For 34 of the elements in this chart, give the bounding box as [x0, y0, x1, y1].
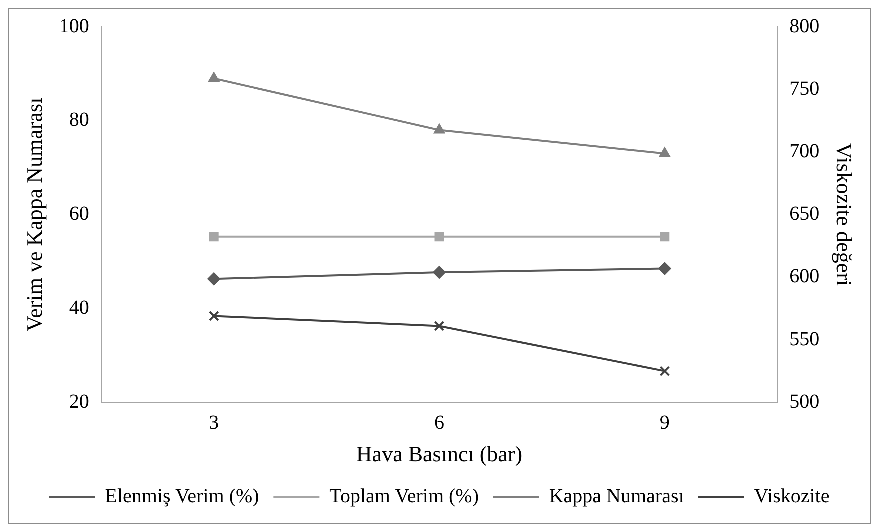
legend-label: Toplam Verim (%)	[330, 485, 479, 508]
y2-tick-label: 700	[790, 140, 820, 162]
y2-tick-label: 550	[790, 328, 820, 350]
y-tick-label: 80	[69, 109, 90, 132]
point	[658, 262, 672, 276]
point	[660, 366, 670, 377]
y2-tick-label: 800	[790, 15, 820, 38]
legend-label: Kappa Numarası	[549, 485, 685, 508]
point	[208, 72, 220, 82]
y-tick-label: 20	[69, 390, 90, 413]
point	[434, 232, 444, 242]
point	[208, 310, 220, 322]
point	[434, 320, 445, 332]
y2-tick-label: 750	[790, 78, 820, 100]
point	[208, 272, 221, 286]
x-axis-title: Hava Basıncı (bar)	[356, 442, 523, 467]
y2-tick-label: 650	[790, 203, 820, 226]
y2-axis-title: Viskozite değeri	[832, 143, 858, 287]
point	[209, 232, 219, 242]
x-tick-label: 9	[660, 412, 670, 434]
y-tick-label: 60	[69, 203, 90, 226]
point	[660, 232, 670, 242]
y-tick-label: 100	[59, 15, 90, 38]
point	[434, 124, 446, 134]
point	[433, 266, 446, 280]
y2-tick-label: 500	[790, 390, 820, 413]
y2-tick-label: 600	[790, 266, 820, 288]
legend-label: Viskozite	[754, 485, 830, 508]
x-tick-label: 3	[209, 412, 220, 434]
legend-label: Elenmiş Verim (%)	[105, 485, 260, 508]
y-tick-label: 40	[69, 296, 90, 319]
y-axis-title: Verim ve Kappa Numarası	[22, 98, 47, 332]
point	[659, 147, 671, 158]
x-tick-label: 6	[434, 412, 444, 434]
